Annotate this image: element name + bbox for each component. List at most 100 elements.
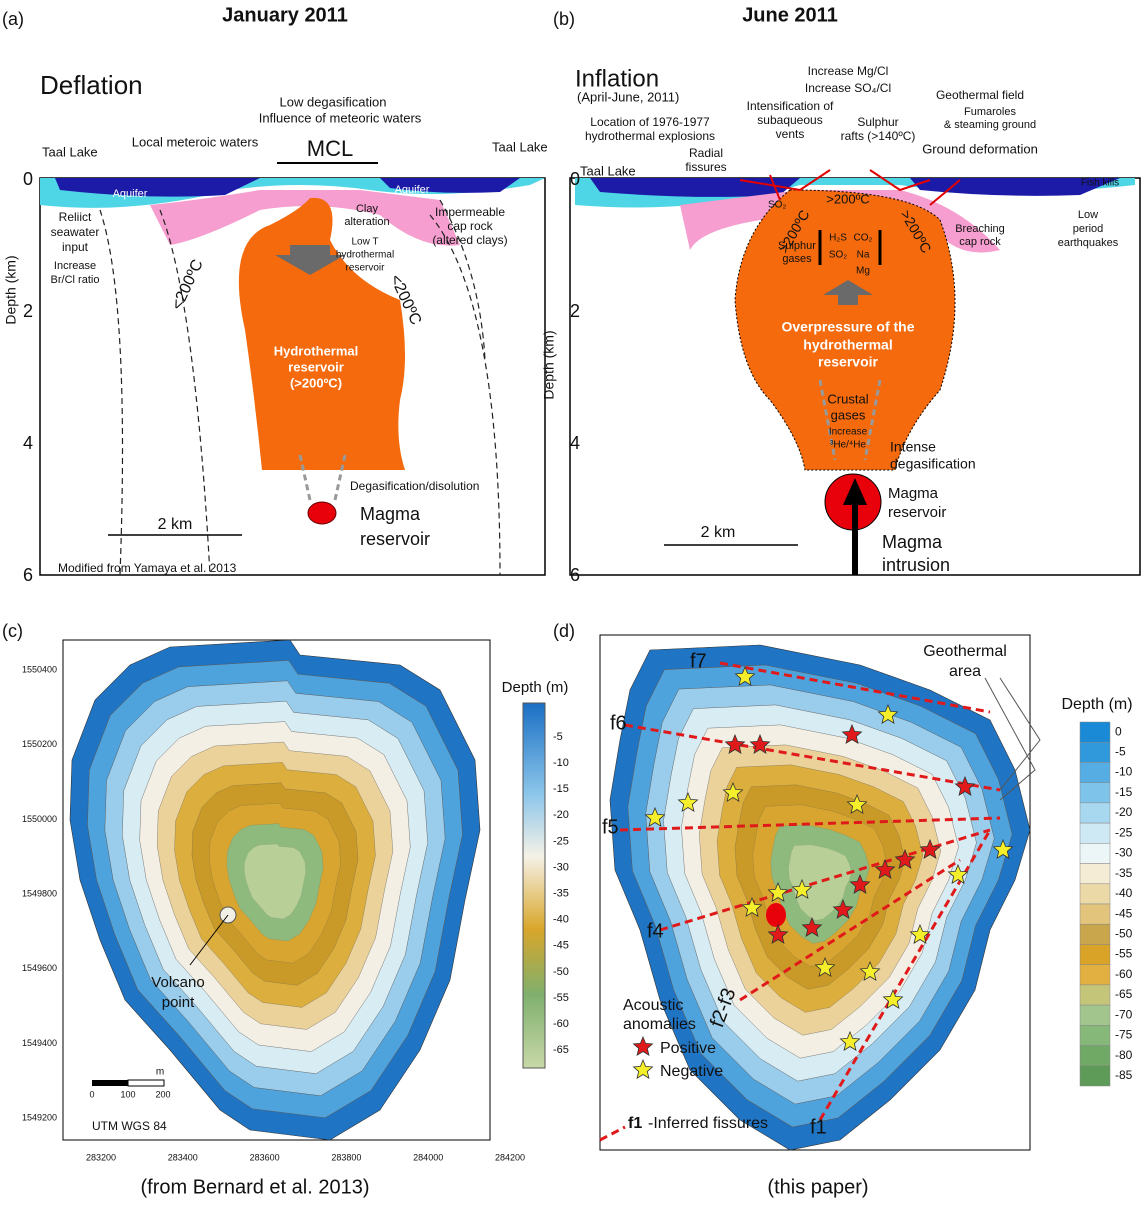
- colorbar-cell: [1079, 903, 1111, 925]
- label: m: [156, 1067, 164, 1078]
- label: degasification: [890, 456, 976, 472]
- label: Positive: [660, 1040, 716, 1057]
- colorbar-tick-label: -85: [1115, 1068, 1133, 1082]
- x-tick-label: 284200: [495, 1152, 525, 1162]
- label: H₂S: [829, 233, 847, 244]
- label: Overpressure of the: [781, 319, 914, 335]
- label: Sulphur: [778, 240, 816, 252]
- label: f7: [690, 650, 707, 672]
- colorbar-cell: [1079, 1065, 1111, 1087]
- label: Inflation: [575, 65, 659, 92]
- label: intrusion: [882, 555, 950, 575]
- y-tick-label: 6: [570, 565, 580, 585]
- label: UTM WGS 84: [92, 1119, 167, 1133]
- fissure: [624, 723, 1001, 792]
- colorbar-tick-label: -15: [1115, 785, 1133, 799]
- colorbar-tick-label: -60: [1115, 967, 1133, 981]
- label: Low degasification: [280, 94, 387, 109]
- label: rafts (>140ºC): [841, 129, 916, 143]
- label: point: [162, 994, 195, 1011]
- label: Low T: [351, 237, 378, 248]
- negative-star: [814, 956, 836, 977]
- negative-star: [846, 793, 868, 814]
- caption: (from Bernard et al. 2013): [141, 1176, 370, 1198]
- label: fissures: [685, 160, 726, 174]
- label: Aquifer: [395, 184, 430, 196]
- label: Hydrothermal: [274, 343, 359, 358]
- positive-star: [801, 916, 823, 937]
- colorbar-tick-label: -55: [553, 992, 569, 1004]
- label: Taal Lake: [42, 144, 98, 159]
- label: CO₂: [854, 233, 873, 244]
- positive-star: [919, 838, 941, 859]
- x-tick-label: 283400: [168, 1152, 198, 1162]
- label: cap rock: [959, 236, 1001, 248]
- fissure: [719, 661, 991, 714]
- label: hydrothermal: [803, 337, 892, 353]
- label: input: [62, 240, 89, 254]
- negative-star: [877, 703, 899, 724]
- y-tick-label: 4: [570, 433, 580, 453]
- panel-letter: (c): [2, 621, 23, 641]
- y-tick-label: 2: [570, 301, 580, 321]
- colorbar-cell: [1079, 822, 1111, 844]
- colorbar-cell: [1079, 964, 1111, 986]
- label: Radial: [689, 146, 723, 160]
- label: cap rock: [447, 219, 493, 233]
- label: reservoir: [888, 504, 946, 521]
- panel-letter: (a): [2, 9, 24, 29]
- panel-d-colorbar: [1079, 721, 1111, 1087]
- label: reservoir: [360, 529, 430, 549]
- label: Fish kills: [1081, 178, 1119, 189]
- y-tick-label: 0: [570, 169, 580, 189]
- negative-star: [734, 665, 756, 686]
- negative-star: [741, 896, 763, 917]
- y-tick-label: 1549600: [22, 963, 57, 973]
- label: Br/Cl ratio: [51, 274, 100, 286]
- y-tick-label: 1549200: [22, 1113, 57, 1123]
- colorbar-tick-label: -5: [1115, 745, 1126, 759]
- colorbar-cell: [1079, 984, 1111, 1006]
- positive-star: [954, 775, 976, 796]
- colorbar-tick-label: -25: [553, 835, 569, 847]
- label: 100: [120, 1089, 135, 1099]
- y-tick-label: 0: [23, 169, 33, 189]
- label: gases: [831, 407, 866, 422]
- label: f6: [610, 712, 627, 734]
- label: Taal Lake: [580, 163, 636, 178]
- label: gases: [782, 253, 812, 265]
- y-tick-label: 1550000: [22, 814, 57, 824]
- pointer: [984, 677, 1041, 801]
- y-tick-label: 1550400: [22, 664, 57, 674]
- colorbar-tick-label: -30: [553, 861, 569, 873]
- label: (April-June, 2011): [577, 89, 679, 104]
- colorbar-tick-label: -65: [1115, 987, 1133, 1001]
- y-tick-label: 1549800: [22, 888, 57, 898]
- label: vents: [776, 127, 805, 141]
- colorbar-cell: [1079, 802, 1111, 824]
- label: >200ºC: [826, 191, 869, 206]
- label: f5: [602, 816, 619, 838]
- label: Magma: [888, 485, 939, 502]
- colorbar-tick-label: -10: [1115, 765, 1133, 779]
- label: hydrothermal: [336, 250, 394, 261]
- colorbar-cell: [1079, 923, 1111, 945]
- label: SO₂: [768, 200, 786, 211]
- label: ³He/⁴He: [830, 440, 866, 451]
- label: Increase Mg/Cl: [808, 64, 889, 78]
- pointer: [189, 914, 229, 966]
- colorbar-tick-label: -10: [553, 757, 569, 769]
- negative-star: [839, 1030, 861, 1051]
- colorbar-cell: [1079, 843, 1111, 864]
- negative-star: [632, 1058, 654, 1079]
- y-tick-label: 1550200: [22, 739, 57, 749]
- colorbar-tick-label: -35: [1115, 866, 1133, 880]
- negative-star: [947, 863, 969, 884]
- panel-letter: (d): [553, 621, 575, 641]
- x-tick-label: 283800: [331, 1152, 361, 1162]
- label: Ground deformation: [922, 141, 1038, 156]
- colorbar-tick-label: -50: [553, 966, 569, 978]
- label: reservoir: [818, 354, 878, 370]
- positive-star: [841, 723, 863, 744]
- label: f1: [628, 1115, 642, 1132]
